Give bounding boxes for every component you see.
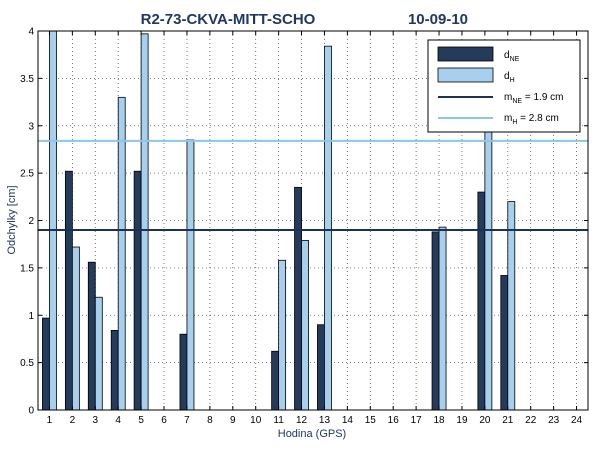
bar-dH-hour-3 — [94, 296, 103, 411]
x-tick-label: 21 — [502, 415, 514, 426]
y-tick-label: 2.5 — [20, 169, 34, 180]
bar-dH-hour-21 — [507, 201, 516, 411]
x-tick-label: 8 — [207, 415, 213, 426]
x-axis-label: Hodina (GPS) — [278, 428, 346, 440]
bar-dNE-hour-21 — [500, 275, 509, 411]
legend-label-dNE: dNE — [504, 50, 520, 63]
y-tick-label: 2 — [28, 216, 34, 227]
bar-dH-hour-2 — [71, 246, 80, 411]
x-tick-label: 2 — [70, 415, 76, 426]
x-tick-label: 6 — [161, 415, 167, 426]
legend-label-mNE: mNE = 1.9 cm — [504, 92, 563, 105]
x-tick-label: 9 — [230, 415, 236, 426]
y-tick-label: 1.5 — [20, 263, 34, 274]
bar-dNE-hour-4 — [110, 330, 119, 411]
x-tick-label: 5 — [138, 415, 144, 426]
x-tick-label: 16 — [388, 415, 400, 426]
x-tick-label: 18 — [433, 415, 445, 426]
bar-dH-hour-4 — [117, 96, 126, 411]
x-tick-label: 23 — [548, 415, 560, 426]
y-tick-label: 0 — [28, 406, 34, 417]
x-tick-label: 19 — [456, 415, 468, 426]
x-tick-label: 17 — [411, 415, 423, 426]
legend-swatch-dH — [437, 67, 494, 83]
bar-dNE-hour-13 — [317, 324, 325, 411]
x-tick-label: 15 — [365, 415, 377, 426]
bar-dNE-hour-12 — [294, 186, 302, 411]
bar-dNE-hour-2 — [64, 170, 73, 411]
x-tick-label: 24 — [571, 415, 583, 426]
bar-dNE-hour-5 — [133, 170, 142, 411]
legend: dNE dH mNE = 1.9 cm mH = 2.8 cm — [427, 39, 581, 133]
bar-dNE-hour-18 — [431, 231, 440, 411]
bar-dH-hour-7 — [186, 139, 195, 411]
x-tick-label: 1 — [47, 415, 53, 426]
y-tick-label: 3.5 — [20, 74, 34, 85]
y-tick-label: 0.5 — [20, 358, 34, 369]
y-axis-label: Odchylky [cm] — [6, 185, 18, 254]
y-tick-label: 1 — [28, 311, 34, 322]
chart-date: 10-09-10 — [408, 11, 468, 28]
bars — [42, 30, 516, 411]
x-tick-label: 11 — [273, 415, 284, 426]
x-tick-label: 4 — [115, 415, 121, 426]
x-tick-label: 10 — [250, 415, 262, 426]
legend-swatch-dNE — [437, 46, 494, 62]
bar-dNE-hour-20 — [477, 191, 486, 411]
reference-lines — [38, 139, 588, 231]
bar-dH-hour-13 — [324, 45, 332, 411]
bar-dH-hour-20 — [484, 125, 493, 411]
bar-dNE-hour-3 — [87, 261, 96, 411]
bar-dH-hour-18 — [438, 226, 447, 411]
bar-dH-hour-1 — [49, 30, 57, 411]
bar-dNE-hour-11 — [271, 350, 280, 411]
bar-dNE-hour-7 — [179, 333, 188, 411]
bar-dH-hour-5 — [140, 33, 149, 411]
chart-title: R2-73-CKVA-MITT-SCHO — [141, 11, 316, 28]
x-tick-label: 3 — [93, 415, 99, 426]
y-tick-label: 4 — [28, 27, 34, 38]
x-tick-label: 14 — [342, 415, 354, 426]
bar-dH-hour-12 — [301, 239, 309, 411]
x-tick-label: 12 — [296, 415, 308, 426]
legend-label-mH: mH = 2.8 cm — [504, 113, 559, 126]
legend-label-dH: dH — [504, 71, 515, 84]
x-tick-label: 22 — [525, 415, 537, 426]
bar-dNE-hour-1 — [42, 317, 50, 411]
x-tick-label: 13 — [319, 415, 331, 426]
x-tick-label: 7 — [184, 415, 190, 426]
axis-ticks: 00.511.522.533.541 2 3 4 5 6 7 8 9 10 11 12 13 14 15 16… — [20, 27, 588, 426]
bar-dH-hour-11 — [278, 259, 287, 411]
x-tick-label: 20 — [479, 415, 491, 426]
y-tick-label: 3 — [28, 121, 34, 132]
